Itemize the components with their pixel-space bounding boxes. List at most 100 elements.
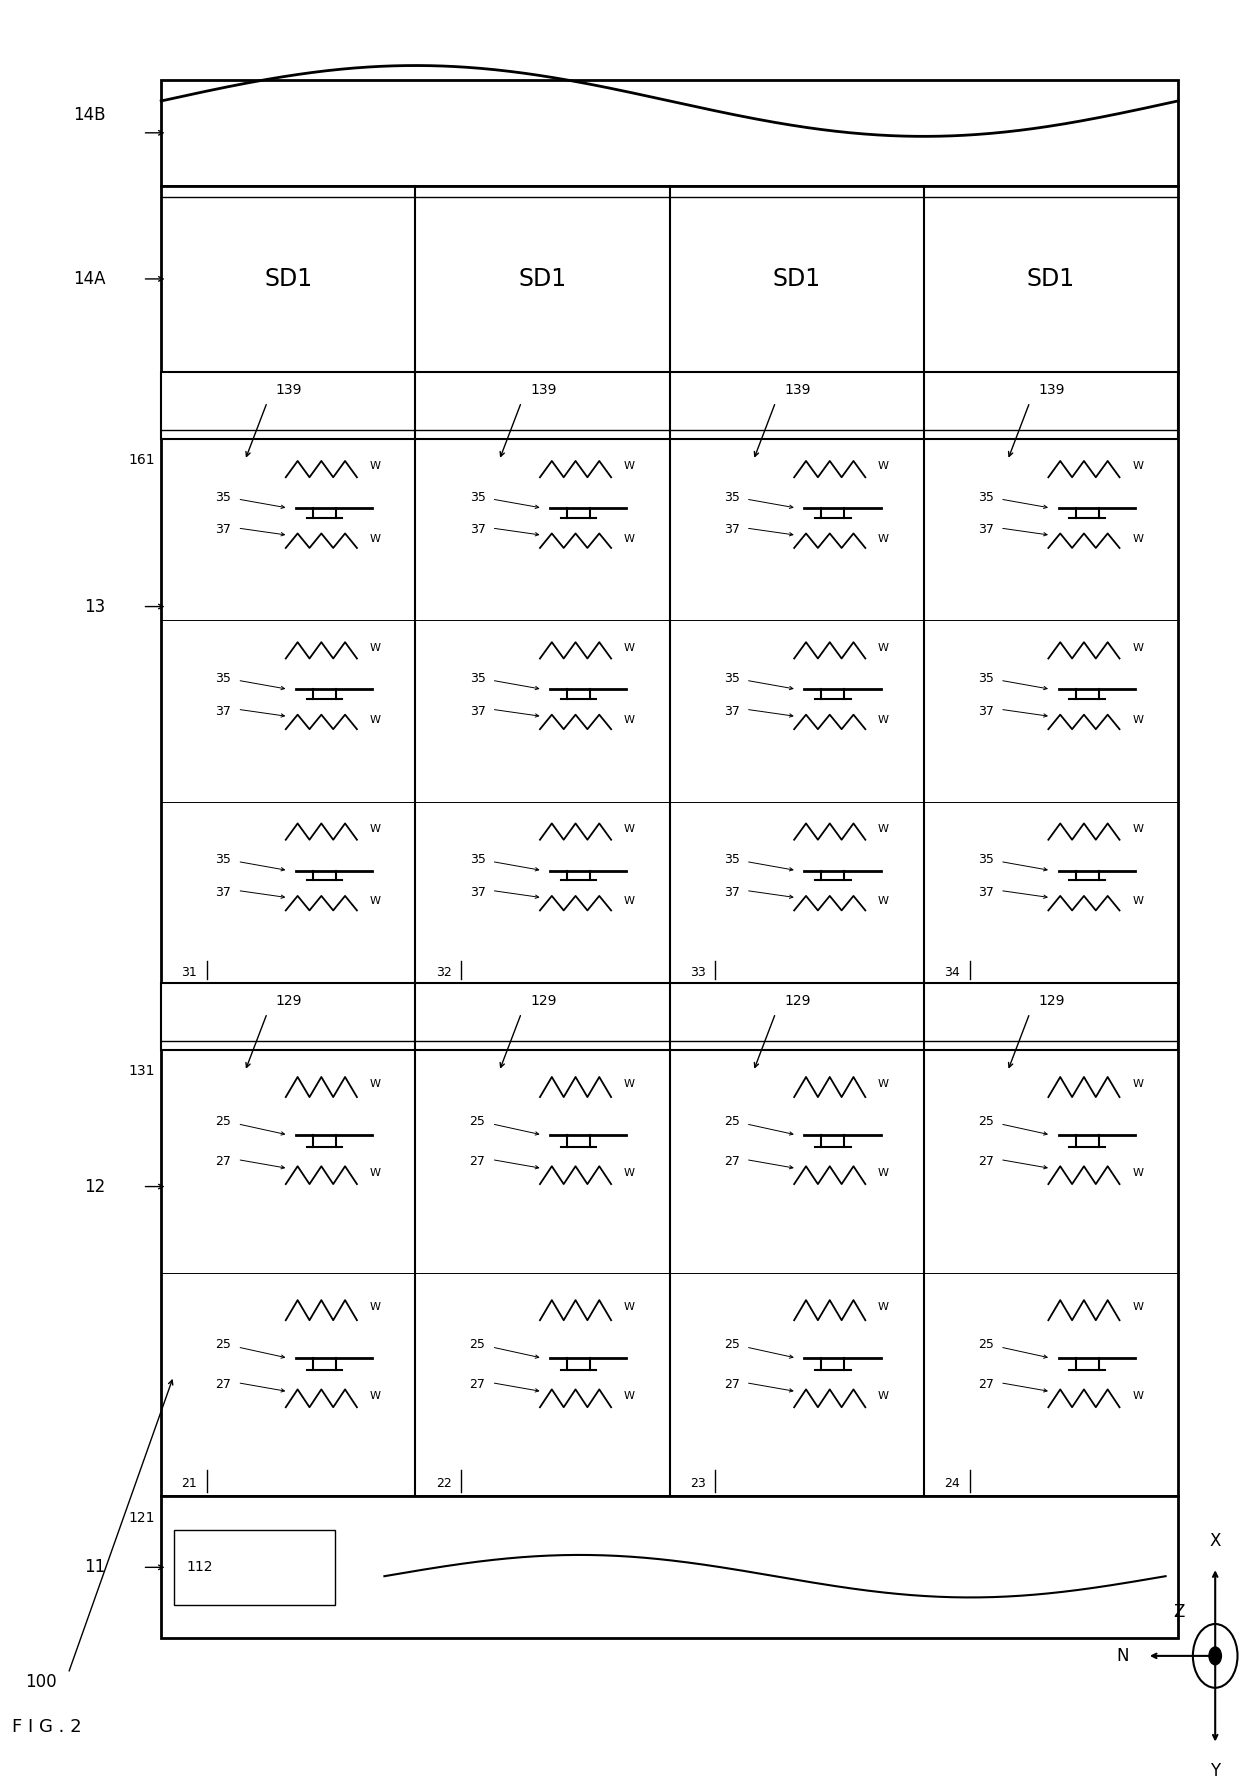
Text: W: W	[624, 643, 635, 653]
Text: 37: 37	[470, 523, 485, 536]
Text: W: W	[1132, 1392, 1143, 1401]
Text: 35: 35	[216, 853, 231, 867]
Bar	[161, 1497, 1178, 1638]
Text: 35: 35	[978, 671, 994, 685]
Bar	[161, 983, 1178, 1497]
Text: W: W	[624, 824, 635, 833]
Text: 37: 37	[216, 705, 231, 717]
Bar	[161, 80, 1178, 185]
Text: 27: 27	[216, 1378, 231, 1392]
Text: X: X	[1209, 1533, 1221, 1550]
Text: 37: 37	[724, 523, 739, 536]
Text: W: W	[1132, 1301, 1143, 1312]
Text: 27: 27	[470, 1155, 485, 1168]
Text: 25: 25	[470, 1339, 485, 1351]
Text: W: W	[370, 1168, 381, 1178]
Text: 25: 25	[216, 1114, 231, 1129]
Text: 25: 25	[978, 1114, 994, 1129]
Text: W: W	[624, 1301, 635, 1312]
Text: 23: 23	[689, 1477, 706, 1490]
Text: 21: 21	[181, 1477, 197, 1490]
Text: 139: 139	[531, 383, 557, 397]
Text: 31: 31	[181, 965, 197, 979]
Text: W: W	[878, 461, 889, 472]
Text: 129: 129	[531, 993, 557, 1007]
Text: 129: 129	[1039, 993, 1065, 1007]
Text: W: W	[878, 1392, 889, 1401]
Text: 25: 25	[978, 1339, 994, 1351]
Text: 35: 35	[216, 491, 231, 504]
Text: W: W	[1132, 824, 1143, 833]
Text: 27: 27	[978, 1378, 994, 1392]
Text: 37: 37	[470, 886, 485, 899]
Text: 33: 33	[689, 965, 706, 979]
Text: W: W	[878, 1079, 889, 1089]
Bar	[174, 1531, 335, 1604]
Bar	[161, 983, 1178, 1050]
Text: 139: 139	[1039, 383, 1065, 397]
Text: 37: 37	[216, 523, 231, 536]
Text: 37: 37	[216, 886, 231, 899]
Text: W: W	[878, 534, 889, 545]
Text: W: W	[1132, 897, 1143, 906]
Text: W: W	[624, 716, 635, 724]
Text: 129: 129	[275, 993, 303, 1007]
Text: W: W	[370, 1301, 381, 1312]
Text: W: W	[1132, 1079, 1143, 1089]
Text: 12: 12	[84, 1178, 105, 1196]
Text: W: W	[1132, 716, 1143, 724]
Text: 11: 11	[84, 1558, 105, 1577]
Text: 35: 35	[978, 491, 994, 504]
Text: 37: 37	[724, 705, 739, 717]
Text: 35: 35	[978, 853, 994, 867]
Text: W: W	[624, 1079, 635, 1089]
Text: SD1: SD1	[773, 267, 821, 290]
Text: W: W	[370, 534, 381, 545]
Text: W: W	[370, 897, 381, 906]
Text: 27: 27	[216, 1155, 231, 1168]
Text: 112: 112	[186, 1561, 212, 1574]
Text: W: W	[878, 897, 889, 906]
Text: W: W	[370, 643, 381, 653]
Text: 35: 35	[216, 671, 231, 685]
Text: 35: 35	[724, 853, 739, 867]
Text: 37: 37	[724, 886, 739, 899]
Text: 37: 37	[978, 886, 994, 899]
Text: W: W	[878, 824, 889, 833]
Text: SD1: SD1	[518, 267, 567, 290]
Text: 131: 131	[129, 1064, 155, 1079]
Bar	[161, 372, 1178, 440]
Bar	[161, 185, 1178, 372]
Text: 25: 25	[724, 1114, 739, 1129]
Text: 139: 139	[785, 383, 811, 397]
Text: W: W	[1132, 1168, 1143, 1178]
Text: 27: 27	[724, 1155, 739, 1168]
Text: 25: 25	[724, 1339, 739, 1351]
Text: 37: 37	[470, 705, 485, 717]
Circle shape	[1209, 1646, 1221, 1664]
Text: 27: 27	[978, 1155, 994, 1168]
Text: 25: 25	[470, 1114, 485, 1129]
Text: 24: 24	[944, 1477, 960, 1490]
Text: Y: Y	[1210, 1762, 1220, 1780]
Text: 100: 100	[25, 1673, 57, 1691]
Text: W: W	[624, 897, 635, 906]
Text: 129: 129	[785, 993, 811, 1007]
Text: 139: 139	[275, 383, 303, 397]
Text: SD1: SD1	[264, 267, 312, 290]
Text: 35: 35	[470, 671, 485, 685]
Text: 35: 35	[470, 853, 485, 867]
Text: W: W	[370, 1079, 381, 1089]
Bar	[161, 372, 1178, 983]
Text: F I G . 2: F I G . 2	[12, 1718, 82, 1736]
Text: W: W	[370, 716, 381, 724]
Text: 13: 13	[84, 598, 105, 616]
Text: 27: 27	[724, 1378, 739, 1392]
Text: W: W	[370, 461, 381, 472]
Text: W: W	[370, 824, 381, 833]
Text: W: W	[878, 643, 889, 653]
Text: SD1: SD1	[1027, 267, 1075, 290]
Text: 37: 37	[978, 523, 994, 536]
Text: 34: 34	[944, 965, 960, 979]
Text: W: W	[624, 1392, 635, 1401]
